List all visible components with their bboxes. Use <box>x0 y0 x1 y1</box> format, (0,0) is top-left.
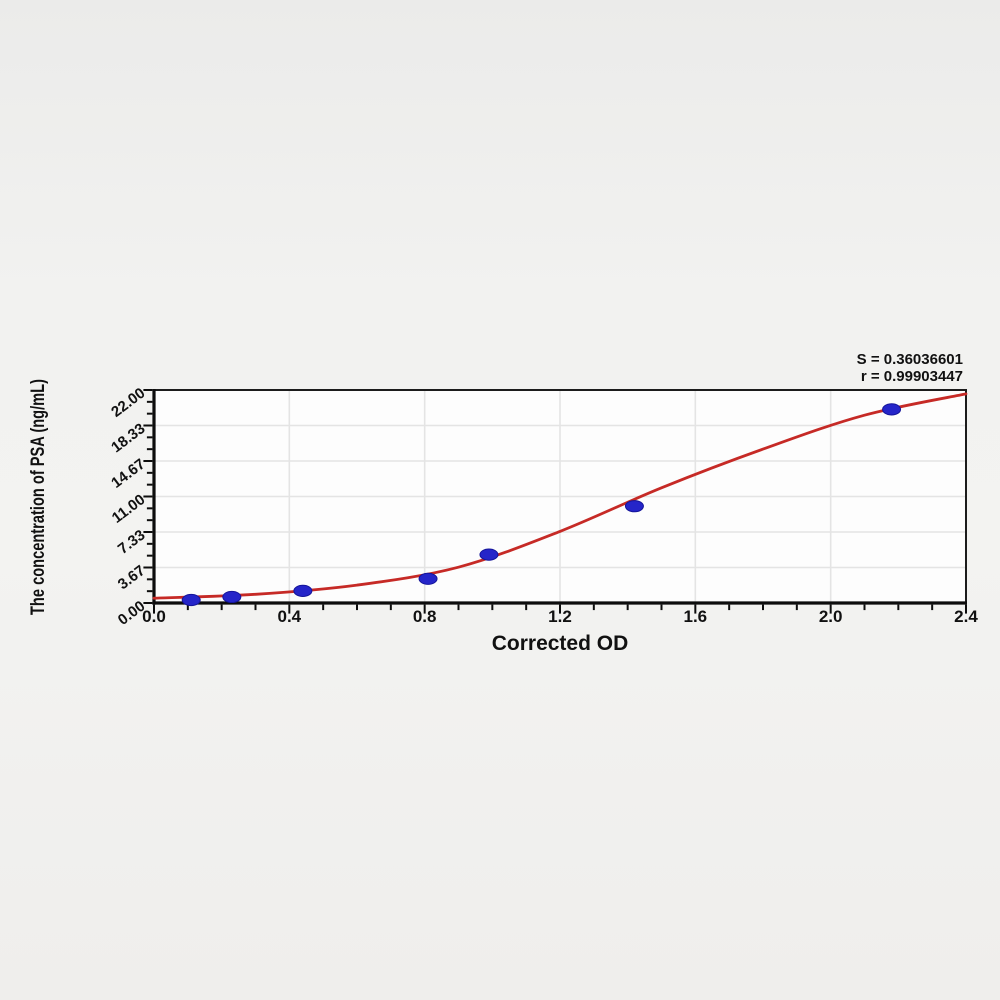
stats-r-value: r = 0.99903447 <box>861 368 963 385</box>
x-tick-label: 0.4 <box>278 607 302 626</box>
fit-line <box>152 392 968 600</box>
data-point <box>624 500 644 513</box>
plot-frame <box>152 389 967 605</box>
y-tick-label: 11.00 <box>109 491 149 527</box>
x-tick-labels: 0.0 0.4 0.8 1.2 1.6 2.0 2.4 <box>142 607 978 626</box>
x-axis-title: Corrected OD <box>492 632 629 655</box>
axis-ticks <box>143 389 967 614</box>
y-axis-title: The concentration of PSA (ng/mL) <box>28 379 49 615</box>
data-point <box>222 590 242 604</box>
x-tick-label: 2.4 <box>954 607 978 626</box>
x-tick-label: 2.0 <box>819 607 843 626</box>
y-tick-label: 14.67 <box>108 456 148 492</box>
data-point <box>181 593 201 607</box>
data-point <box>418 572 438 585</box>
x-tick-label: 0.0 <box>142 607 166 626</box>
data-point <box>882 403 902 416</box>
data-point <box>479 548 499 561</box>
x-tick-label: 1.6 <box>684 607 708 626</box>
y-tick-label: 18.33 <box>108 420 148 456</box>
data-point <box>293 584 313 597</box>
x-tick-label: 1.2 <box>548 607 572 626</box>
y-tick-label: 22.00 <box>108 385 148 421</box>
fit-curve-path <box>152 392 968 600</box>
data-points <box>181 403 902 607</box>
y-tick-label: 3.67 <box>115 562 149 593</box>
stats-s-value: S = 0.36036601 <box>857 351 963 368</box>
x-tick-label: 0.8 <box>413 607 437 626</box>
y-tick-label: 7.33 <box>115 527 149 558</box>
